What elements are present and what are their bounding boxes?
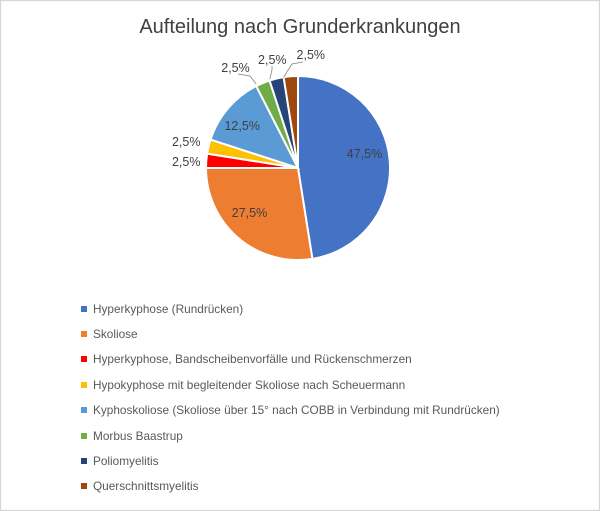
svg-text:12,5%: 12,5%	[224, 119, 259, 133]
svg-text:2,5%: 2,5%	[172, 135, 201, 149]
svg-text:27,5%: 27,5%	[232, 206, 267, 220]
svg-text:2,5%: 2,5%	[172, 155, 201, 169]
svg-text:2,5%: 2,5%	[221, 61, 250, 75]
svg-text:2,5%: 2,5%	[297, 48, 326, 62]
svg-text:47,5%: 47,5%	[347, 147, 382, 161]
svg-text:2,5%: 2,5%	[258, 53, 287, 67]
